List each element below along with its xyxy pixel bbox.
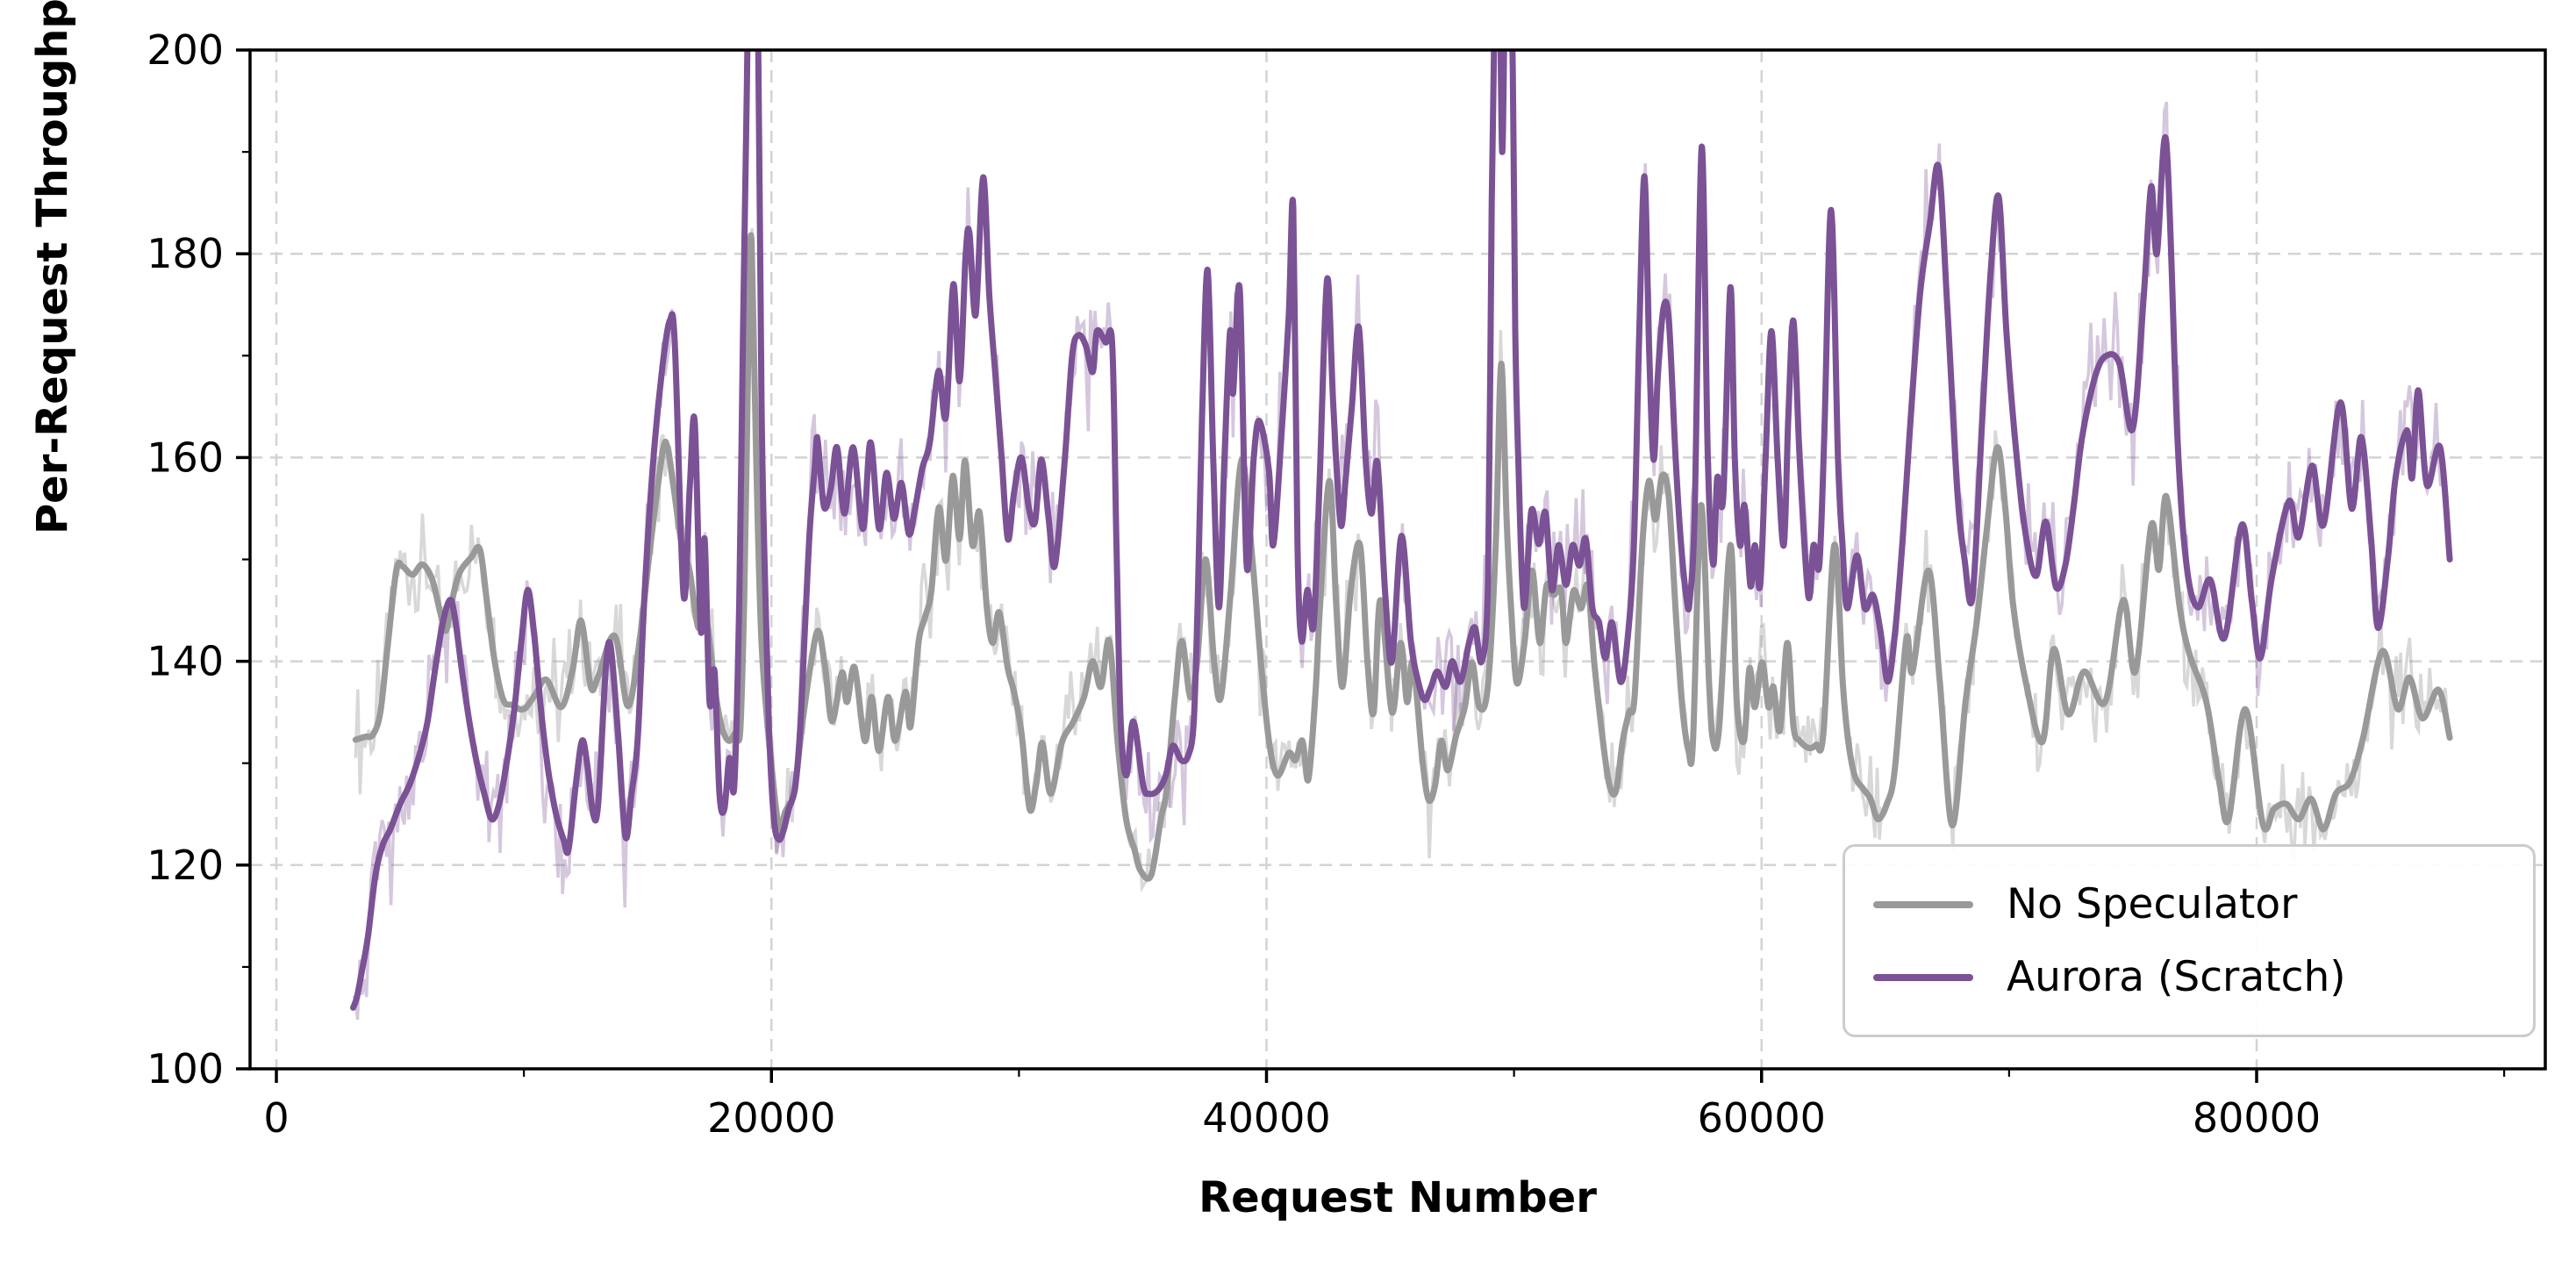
tick-marks [236,48,2258,1083]
legend-item-aurora-scratch: Aurora (Scratch) [1845,956,2533,998]
tick-labels: 0 20000 40000 60000 80000 100 120 140 160 180 200 [147,26,2321,1142]
x-axis-title: Request Number [1199,1173,1597,1222]
x-tick-label: 40000 [1202,1094,1330,1142]
x-tick-label: 20000 [707,1094,835,1142]
legend-line-swatch-purple [1873,973,1973,981]
legend-line-swatch-gray [1873,900,1973,908]
y-tick-label: 180 [147,230,224,277]
y-tick-label: 100 [147,1045,224,1093]
y-tick-label: 120 [147,842,224,889]
smoothed-line-aurora-scratch [350,50,2453,1011]
legend-label: Aurora (Scratch) [2007,953,2346,1001]
y-tick-label: 160 [147,433,224,481]
legend-label: No Speculator [2007,880,2298,928]
data-series [350,50,2453,1021]
y-tick-label: 200 [147,26,224,74]
x-tick-label: 60000 [1698,1094,1826,1142]
y-tick-label: 140 [147,638,224,685]
x-tick-label: 80000 [2193,1094,2321,1142]
legend-item-no-speculator: No Speculator [1845,884,2533,925]
smoothed-line-no-speculator [352,232,2453,882]
x-tick-label: 0 [263,1094,289,1142]
minor-tick-marks [242,151,2506,1077]
y-axis-title: Per-Request Throughput (tokens/s) [28,0,77,534]
legend: No Speculator Aurora (Scratch) [1843,844,2536,1037]
